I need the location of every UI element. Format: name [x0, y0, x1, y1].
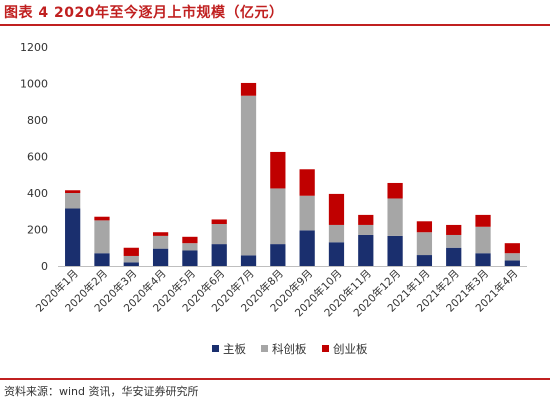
bar-segment: [416, 232, 433, 256]
bar-segment: [94, 216, 110, 221]
footer-rule: [0, 378, 550, 380]
legend-swatch: [261, 345, 268, 352]
bar-segment: [446, 247, 462, 266]
bar-segment: [123, 247, 139, 256]
bar-segment: [475, 226, 491, 254]
chart-bars: [65, 82, 520, 266]
bar-segment: [94, 253, 110, 266]
bar-segment: [504, 243, 520, 254]
bar-segment: [446, 234, 462, 248]
bar-segment: [65, 190, 81, 193]
bar-segment: [65, 193, 81, 209]
y-tick-label: 800: [27, 114, 48, 127]
chart-legend: 主板 科创板 创业板: [212, 342, 368, 356]
bar-segment: [182, 243, 198, 251]
y-tick-label: 200: [27, 224, 48, 237]
bar-segment: [270, 188, 286, 245]
bar-segment: [387, 198, 403, 236]
legend-label: 科创板: [272, 342, 307, 356]
bar-segment: [416, 221, 433, 233]
chart-axes: 0 200 400 600 800 1000 1200: [20, 41, 527, 273]
bar-segment: [299, 230, 315, 266]
bar-segment: [328, 242, 345, 266]
bar-segment: [328, 224, 345, 243]
bar-segment: [270, 244, 286, 266]
y-tick-label: 600: [27, 151, 48, 164]
bar-segment: [240, 82, 257, 96]
bar-segment: [358, 234, 374, 266]
bar-segment: [65, 208, 81, 266]
bar-segment: [152, 248, 169, 266]
legend-swatch: [322, 345, 329, 352]
bar-segment: [182, 250, 198, 266]
bar-segment: [270, 151, 286, 189]
y-tick-label: 1200: [20, 41, 48, 54]
bar-segment: [504, 260, 520, 266]
bar-segment: [152, 232, 169, 236]
y-tick-label: 400: [27, 187, 48, 200]
bar-segment: [94, 220, 110, 254]
bar-segment: [152, 235, 169, 249]
bar-segment: [504, 253, 520, 261]
bar-segment: [240, 95, 257, 256]
bar-segment: [475, 214, 491, 227]
bar-segment: [446, 224, 462, 235]
bar-segment: [328, 193, 345, 225]
title-rule: [0, 24, 550, 26]
legend-label: 主板: [223, 342, 246, 356]
bar-segment: [182, 236, 198, 244]
bar-segment: [387, 182, 403, 199]
page-title: 图表 4 2020年至今逐月上市规模（亿元）: [4, 5, 284, 21]
y-tick-label: 1000: [20, 78, 48, 91]
bar-segment: [387, 235, 403, 266]
bar-segment: [211, 219, 227, 225]
x-axis-labels: 2020年1月2020年2月2020年3月2020年4月2020年5月2020年…: [33, 267, 520, 319]
bar-segment: [123, 255, 139, 263]
bar-segment: [416, 255, 433, 266]
bar-segment: [358, 224, 374, 235]
bar-segment: [475, 253, 491, 266]
bar-segment: [358, 214, 374, 225]
legend-swatch: [212, 345, 219, 352]
source-note: 资料来源：wind 资讯，华安证券研究所: [4, 385, 199, 398]
legend-label: 创业板: [333, 342, 368, 356]
bar-segment: [299, 195, 315, 231]
bar-segment: [211, 244, 227, 266]
bar-segment: [211, 224, 227, 245]
y-tick-label: 0: [41, 260, 48, 273]
bar-segment: [240, 255, 257, 266]
bar-segment: [123, 262, 139, 266]
bar-segment: [299, 169, 315, 196]
